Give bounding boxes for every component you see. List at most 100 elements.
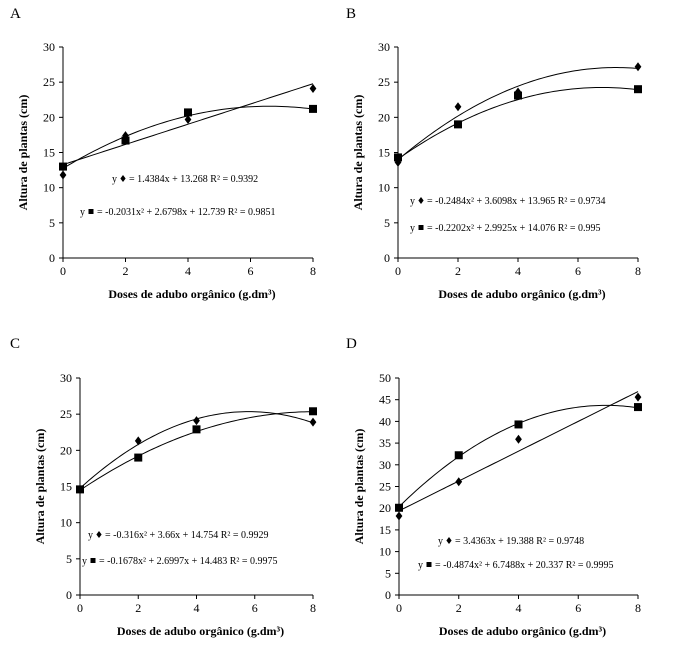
panel-d: D 0 5 10 15 20 25 30 35 40 45 50 0 2 4 6 8 Doses de adubo… <box>336 330 673 658</box>
point-square <box>514 420 523 429</box>
point-square <box>395 503 403 512</box>
chart-d: D 0 5 10 15 20 25 30 35 40 45 50 0 2 4 6 8 Doses de adubo… <box>346 336 642 638</box>
y-tick-label: 15 <box>378 146 390 160</box>
trendline-diamond <box>62 83 314 166</box>
x-axis-label: Doses de adubo orgânico (g.dm³) <box>117 624 284 638</box>
x-tick-label: 6 <box>252 601 258 615</box>
equation-prefix: y <box>80 207 85 218</box>
equation-prefix: y <box>410 223 415 234</box>
y-tick-label: 20 <box>60 443 72 457</box>
point-square <box>454 451 463 460</box>
equation-text: = 1.4384x + 13.268 R² = 0.9392 <box>129 174 258 185</box>
x-tick-label: 6 <box>575 601 581 615</box>
point-diamond <box>515 434 522 444</box>
legend-square-icon <box>90 558 96 563</box>
y-tick-label: 15 <box>379 523 391 537</box>
equation-text: = -0.2484x² + 3.6098x + 13.965 R² = 0.97… <box>427 196 606 207</box>
y-tick-label: 5 <box>66 552 72 566</box>
point-square <box>192 425 201 434</box>
equation-prefix: y <box>82 556 87 567</box>
y-tick-label: 30 <box>379 458 391 472</box>
trendline-diamond <box>397 67 639 161</box>
point-diamond <box>309 417 317 427</box>
point-diamond <box>309 83 317 93</box>
legend-square-icon <box>88 209 94 214</box>
x-tick-label: 4 <box>516 601 522 615</box>
y-tick-label: 10 <box>378 181 390 195</box>
x-tick-label: 8 <box>635 601 641 615</box>
y-axis-label: Altura de plantas (cm) <box>16 95 30 211</box>
x-tick-label: 6 <box>248 264 254 278</box>
point-diamond <box>454 102 462 112</box>
x-tick-label: 0 <box>60 264 66 278</box>
equation-prefix: y <box>418 560 423 571</box>
point-diamond <box>634 392 642 402</box>
y-tick-label: 30 <box>378 40 390 54</box>
equation-text: = -0.316x² + 3.66x + 14.754 R² = 0.9929 <box>105 530 269 541</box>
x-tick-label: 4 <box>515 264 521 278</box>
x-tick-label: 6 <box>575 264 581 278</box>
x-tick-label: 8 <box>310 264 316 278</box>
y-tick-label: 10 <box>60 516 72 530</box>
equation-prefix: y <box>112 174 117 185</box>
x-tick-label: 8 <box>310 601 316 615</box>
y-tick-label: 10 <box>43 181 55 195</box>
trendline-diamond <box>398 391 639 512</box>
point-square <box>184 108 192 117</box>
y-tick-label: 30 <box>43 40 55 54</box>
point-diamond <box>184 114 192 124</box>
point-diamond <box>59 170 67 180</box>
legend-square-icon <box>426 562 432 567</box>
y-tick-label: 15 <box>43 146 55 160</box>
y-tick-label: 20 <box>43 110 55 124</box>
legend-diamond-icon <box>120 175 126 182</box>
y-axis-label: Altura de plantas (cm) <box>352 429 366 545</box>
x-tick-label: 2 <box>123 264 129 278</box>
point-diamond <box>193 416 200 426</box>
x-tick-label: 0 <box>395 264 401 278</box>
point-square <box>394 153 402 162</box>
equation-text: = 3.4363x + 19.388 R² = 0.9748 <box>455 536 584 547</box>
point-square <box>59 162 67 171</box>
y-tick-label: 20 <box>379 501 391 515</box>
y-tick-label: 0 <box>66 588 72 602</box>
panel-a: A 0 5 10 15 20 25 30 0 2 4 6 8 Doses de adubo orgânic… <box>0 0 336 320</box>
y-tick-label: 45 <box>379 393 391 407</box>
equation-text: = -0.4874x² + 6.7488x + 20.337 R² = 0.99… <box>435 560 614 571</box>
legend-diamond-icon <box>96 531 102 538</box>
y-tick-label: 5 <box>384 216 390 230</box>
chart-a: A 0 5 10 15 20 25 30 0 2 4 6 8 Doses de adubo orgânic… <box>10 6 317 301</box>
y-tick-label: 25 <box>43 75 55 89</box>
point-square <box>454 120 462 129</box>
y-tick-label: 15 <box>60 480 72 494</box>
chart-b: B 0 5 10 15 20 25 30 0 2 4 6 8 Doses de adubo orgânic… <box>346 6 642 301</box>
point-square <box>634 85 642 94</box>
panel-letter: D <box>346 336 357 352</box>
equation-prefix: y <box>438 536 443 547</box>
y-tick-label: 0 <box>384 251 390 265</box>
y-tick-label: 25 <box>379 480 391 494</box>
y-axis-label: Altura de plantas (cm) <box>351 95 365 211</box>
equation-prefix: y <box>88 530 93 541</box>
x-tick-label: 2 <box>456 601 462 615</box>
equation-text: = -0.1678x² + 2.6997x + 14.483 R² = 0.99… <box>99 556 278 567</box>
y-tick-label: 20 <box>378 110 390 124</box>
y-tick-label: 0 <box>385 588 391 602</box>
panel-c: C 0 5 10 15 20 25 30 0 2 4 6 8 Doses de adubo orgânic… <box>0 330 336 658</box>
y-axis-label: Altura de plantas (cm) <box>33 429 47 545</box>
point-diamond <box>455 477 463 487</box>
point-diamond <box>634 62 642 72</box>
y-tick-label: 25 <box>60 407 72 421</box>
equation-text: = -0.2202x² + 2.9925x + 14.076 R² = 0.99… <box>427 223 601 234</box>
legend-square-icon <box>418 225 424 230</box>
point-diamond <box>134 436 142 446</box>
x-axis-label: Doses de adubo orgânico (g.dm³) <box>108 287 275 301</box>
y-tick-label: 35 <box>379 436 391 450</box>
x-tick-label: 4 <box>194 601 200 615</box>
point-square <box>309 407 317 416</box>
x-axis-label: Doses de adubo orgânico (g.dm³) <box>438 287 605 301</box>
chart-c: C 0 5 10 15 20 25 30 0 2 4 6 8 Doses de adubo orgânic… <box>10 336 317 638</box>
equation-text: = -0.2031x² + 2.6798x + 12.739 R² = 0.98… <box>97 207 276 218</box>
x-tick-label: 2 <box>135 601 141 615</box>
trendline-square <box>397 86 639 160</box>
